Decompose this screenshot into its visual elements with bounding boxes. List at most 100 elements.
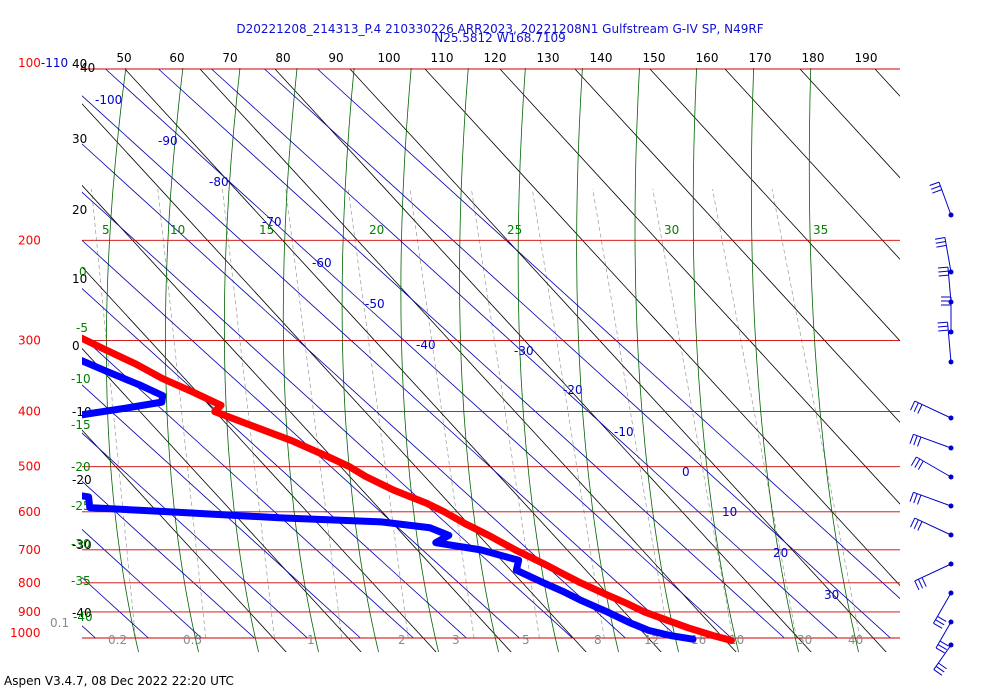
footer-text: Aspen V3.4.7, 08 Dec 2022 22:20 UTC: [4, 674, 234, 688]
isotherm-label: -90: [158, 134, 178, 148]
dry-adiabat-line: [349, 68, 887, 652]
dewpoint-profile-point: [432, 539, 439, 546]
wind-barb-feather: [932, 189, 942, 194]
dewpoint-profile-point: [377, 518, 385, 526]
top-axis-label: 130: [537, 51, 560, 65]
moist-adiabat-line: [808, 68, 859, 652]
top-axis-label: 190: [855, 51, 878, 65]
top-axis-label: 120: [484, 51, 507, 65]
dewpoint-profile-point: [626, 619, 633, 626]
dry-adiabat-label: 20: [369, 223, 384, 237]
temperature-profile-point: [30, 311, 36, 317]
temperature-profile-point: [211, 408, 218, 415]
dewpoint-profile-point: [477, 546, 484, 554]
dewpoint-profile-point: [159, 392, 166, 399]
top-axis-label: 60: [169, 51, 184, 65]
mixing-ratio-line: [471, 188, 540, 639]
moist-adiabat-line: [282, 68, 320, 652]
temperature-profile-point: [0, 292, 3, 298]
temperature-profile-point: [603, 591, 611, 599]
wind-barb-staff: [933, 592, 952, 624]
temperature-profile-point: [390, 487, 398, 494]
pressure-label: 400: [18, 405, 41, 419]
height-label: -40: [72, 606, 92, 620]
isotherm-line: [317, 68, 900, 600]
wind-barb-feather: [935, 240, 946, 244]
wind-barb-staff: [914, 563, 952, 582]
isotherm-line: [82, 336, 414, 639]
dewpoint-profile-point: [540, 579, 547, 587]
wind-barb-feather: [930, 185, 941, 190]
isotherm-line: [82, 191, 573, 639]
temperature-profile-point: [709, 632, 716, 639]
wind-barb-staff: [916, 456, 952, 478]
height-label: 40: [72, 57, 87, 71]
wind-barb-feather: [913, 435, 918, 446]
mixing-ratio-line: [712, 188, 797, 639]
isotherm-label: 0: [682, 465, 690, 479]
pressure-label: 500: [18, 460, 41, 474]
moist-adiabat-line: [634, 68, 679, 652]
isotherm-line: [264, 68, 891, 639]
isotherm-label: -20: [563, 383, 583, 397]
pressure-label: 900: [18, 605, 41, 619]
isotherm-line: [158, 68, 785, 639]
temperature-profile-point: [663, 616, 670, 624]
moist-adiabat-line: [692, 68, 739, 652]
dry-adiabat-line: [124, 68, 662, 652]
dry-adiabat-line: [499, 68, 900, 505]
dewpoint-profile-point: [28, 485, 34, 491]
dewpoint-profile-point: [278, 514, 285, 522]
dry-adiabat-line: [82, 347, 362, 652]
top-axis-label: 180: [802, 51, 825, 65]
isotherm-label: -30: [514, 344, 534, 358]
mixing-ratio-line: [531, 188, 605, 639]
wind-barb-feather: [937, 644, 947, 650]
dewpoint-profile-point: [445, 532, 453, 539]
dewpoint-profile-point: [86, 504, 93, 511]
dewpoint-profile-point: [85, 493, 92, 501]
temperature-profile-point: [190, 389, 197, 396]
wind-barb-feather: [938, 270, 949, 273]
isotherm-label: -40: [416, 338, 436, 352]
isotherm-line: [82, 143, 626, 639]
temperature-profile-point: [159, 375, 166, 382]
dewpoint-profile-point: [103, 368, 111, 375]
isotherm-label: -10: [614, 425, 634, 439]
top-axis-label: 50: [116, 51, 131, 65]
moist-adiabat-line: [400, 68, 440, 652]
isotherm-label: -60: [312, 256, 332, 270]
dry-adiabat-line: [199, 68, 737, 652]
pressure-label: 200: [18, 233, 41, 247]
dry-adiabat-label: 15: [259, 223, 274, 237]
wind-barb-feather: [937, 321, 948, 324]
isotherm-line: [82, 528, 202, 639]
mixing-ratio-line: [157, 188, 207, 639]
temperature-profile-point: [324, 453, 332, 460]
isotherm-label: -80: [209, 175, 229, 189]
wind-barb-feather: [935, 665, 945, 673]
dry-adiabat-line: [82, 103, 587, 652]
pressure-label: 300: [18, 333, 41, 347]
dry-adiabat-line: [724, 68, 900, 260]
top-axis-label: 90: [328, 51, 343, 65]
temperature-profile-point: [66, 329, 72, 335]
mixing-ratio-label: 3: [452, 633, 460, 647]
isotherm-label: -100: [95, 93, 122, 107]
wind-barb-staff: [947, 267, 952, 303]
mixing-ratio-label: 5: [522, 633, 530, 647]
dewpoint-profile-point: [69, 353, 75, 359]
mixing-ratio-line: [285, 188, 343, 639]
isotherm-line: [82, 480, 255, 639]
moist-adiabat-label: -40: [73, 610, 93, 624]
wind-barb-staff: [947, 322, 952, 363]
temperature-profile-point: [511, 546, 519, 554]
dewpoint-profile-point: [604, 608, 611, 616]
temperature-profile-point: [423, 500, 431, 507]
moist-adiabat-line: [576, 68, 619, 652]
top-axis-label: 40: [80, 61, 95, 75]
isotherm-line: [211, 68, 838, 639]
mixing-ratio-line: [222, 188, 275, 639]
dewpoint-profile-point: [0, 432, 3, 438]
